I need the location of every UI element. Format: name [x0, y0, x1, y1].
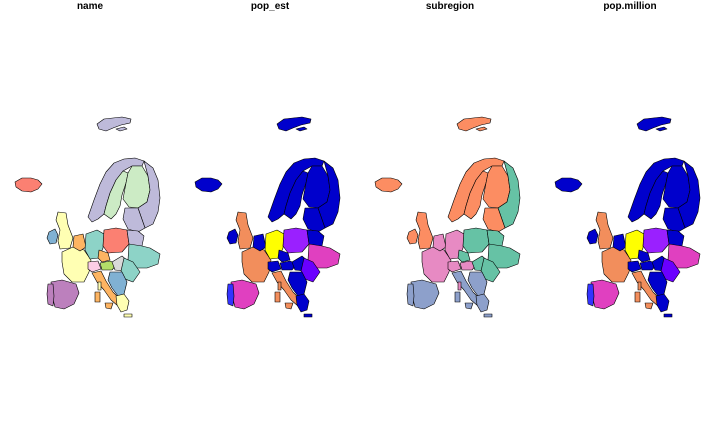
region-greece	[295, 293, 310, 313]
region-greece	[115, 293, 130, 313]
region-sicily	[644, 302, 654, 310]
region-crete	[303, 313, 313, 318]
region-iberia	[230, 279, 260, 310]
region-poland	[462, 227, 490, 254]
region-portugal	[226, 283, 235, 307]
region-uk	[415, 211, 434, 250]
region-crete	[123, 313, 133, 318]
region-corsica	[277, 281, 282, 291]
region-czech	[637, 249, 651, 263]
region-ireland	[226, 228, 239, 245]
region-poland	[282, 227, 310, 254]
region-ireland	[586, 228, 599, 245]
region-sicily	[464, 302, 474, 310]
region-greece	[475, 293, 490, 313]
region-portugal	[46, 283, 55, 307]
map-panel-pop-est: pop_est	[180, 0, 360, 432]
region-russia	[677, 160, 701, 229]
region-benelux	[432, 233, 447, 252]
region-alps	[627, 260, 642, 273]
region-sardinia	[454, 291, 461, 303]
panel-title: pop.million	[603, 1, 657, 12]
region-iceland	[14, 177, 43, 193]
region-crete	[663, 313, 673, 318]
europe-map	[194, 116, 341, 318]
region-portugal	[586, 283, 595, 307]
region-czech	[457, 249, 471, 263]
panel-title: name	[76, 1, 104, 12]
region-romania	[480, 257, 501, 283]
region-crete	[483, 313, 493, 318]
region-uk	[595, 211, 614, 250]
region-ireland	[46, 228, 59, 245]
europe-map	[374, 116, 521, 318]
region-poland	[642, 227, 670, 254]
region-alps	[87, 260, 102, 273]
region-corsica	[457, 281, 462, 291]
region-sardinia	[94, 291, 101, 303]
map-panel-name: name	[0, 0, 180, 432]
map-panel-subregion: subregion	[360, 0, 540, 432]
region-russia	[317, 160, 341, 229]
map-panel-pop-million: pop.million	[540, 0, 720, 432]
region-russia	[137, 160, 161, 229]
region-uk	[55, 211, 74, 250]
region-alps	[447, 260, 462, 273]
region-svalbard	[456, 116, 492, 132]
region-sardinia	[274, 291, 281, 303]
region-svalbard	[96, 116, 132, 132]
panel-title: pop_est	[250, 1, 290, 12]
region-sardinia	[634, 291, 641, 303]
region-iberia	[50, 279, 80, 310]
region-svalbard	[276, 116, 312, 132]
region-iberia	[590, 279, 620, 310]
region-corsica	[637, 281, 642, 291]
region-ireland	[406, 228, 419, 245]
region-sicily	[104, 302, 114, 310]
region-russia	[497, 160, 521, 229]
region-uk	[235, 211, 254, 250]
region-iberia	[410, 279, 440, 310]
region-romania	[300, 257, 321, 283]
region-greece	[655, 293, 670, 313]
region-romania	[660, 257, 681, 283]
region-corsica	[97, 281, 102, 291]
region-portugal	[406, 283, 415, 307]
region-iceland	[554, 177, 583, 193]
panel-title: subregion	[425, 1, 475, 12]
europe-map	[14, 116, 161, 318]
region-czech	[277, 249, 291, 263]
region-svalbard	[636, 116, 672, 132]
region-czech	[97, 249, 111, 263]
region-benelux	[252, 233, 267, 252]
region-benelux	[72, 233, 87, 252]
region-benelux	[612, 233, 627, 252]
region-iceland	[374, 177, 403, 193]
region-iceland	[194, 177, 223, 193]
region-sicily	[284, 302, 294, 310]
region-alps	[267, 260, 282, 273]
europe-map	[554, 116, 701, 318]
region-romania	[120, 257, 141, 283]
region-poland	[102, 227, 130, 254]
